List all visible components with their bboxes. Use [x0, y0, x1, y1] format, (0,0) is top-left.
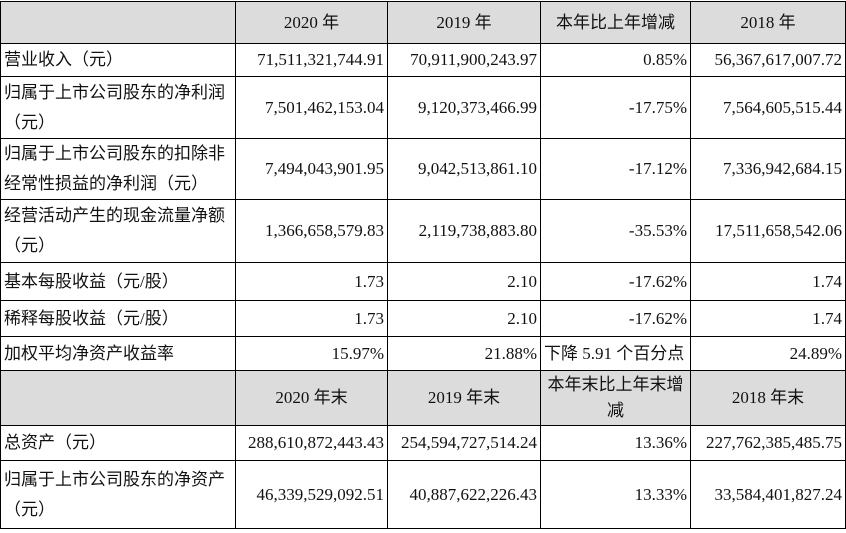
row-label: 稀释每股收益（元/股）: [0, 300, 236, 337]
header-cell: 2020 年: [235, 1, 388, 44]
value-cell: 1.73: [235, 262, 388, 301]
row-label: 经营活动产生的现金流量净额（元）: [0, 199, 236, 263]
header-cell: [0, 1, 236, 44]
value-cell: -17.62%: [540, 262, 691, 301]
value-cell: 9,120,373,466.99: [387, 76, 541, 139]
value-cell: 9,042,513,861.10: [387, 138, 541, 200]
row-label: 营业收入（元）: [0, 43, 236, 77]
data-row: 归属于上市公司股东的净资产（元） 46,339,529,092.51 40,887,…: [0, 460, 846, 529]
value-cell: 288,610,872,443.43: [235, 425, 388, 461]
value-cell: 1.73: [235, 300, 388, 337]
value-cell: 40,887,622,226.43: [387, 460, 541, 529]
value-cell: 1,366,658,579.83: [235, 199, 388, 263]
header-cell: 2019 年末: [387, 370, 541, 426]
value-cell: 2,119,738,883.80: [387, 199, 541, 263]
value-cell: 7,494,043,901.95: [235, 138, 388, 200]
value-cell: 1.74: [690, 262, 846, 301]
data-row: 基本每股收益（元/股） 1.73 2.10 -17.62% 1.74: [0, 262, 846, 301]
row-label: 归属于上市公司股东的净利润（元）: [0, 76, 236, 139]
value-cell: 1.74: [690, 300, 846, 337]
value-cell: 7,501,462,153.04: [235, 76, 388, 139]
value-cell: 下降 5.91 个百分点: [540, 336, 691, 371]
data-row: 营业收入（元） 71,511,321,744.91 70,911,900,243.9…: [0, 43, 846, 77]
row-label: 归属于上市公司股东的净资产（元）: [0, 460, 236, 529]
header-cell: [0, 370, 236, 426]
row-label: 加权平均净资产收益率: [0, 336, 236, 371]
value-cell: 7,564,605,515.44: [690, 76, 846, 139]
header-cell: 本年末比上年末增减: [540, 370, 691, 426]
value-cell: -35.53%: [540, 199, 691, 263]
header-cell: 2019 年: [387, 1, 541, 44]
data-row: 归属于上市公司股东的扣除非经常性损益的净利润（元） 7,494,043,901.9…: [0, 138, 846, 200]
value-cell: -17.12%: [540, 138, 691, 200]
row-label: 归属于上市公司股东的扣除非经常性损益的净利润（元）: [0, 138, 236, 200]
value-cell: 13.33%: [540, 460, 691, 529]
header-cell: 2020 年末: [235, 370, 388, 426]
value-cell: 46,339,529,092.51: [235, 460, 388, 529]
value-cell: -17.62%: [540, 300, 691, 337]
value-cell: 0.85%: [540, 43, 691, 77]
header-cell: 本年比上年增减: [540, 1, 691, 44]
header-row: 2020 年末 2019 年末 本年末比上年末增减 2018 年末: [0, 370, 846, 426]
value-cell: 7,336,942,684.15: [690, 138, 846, 200]
value-cell: 254,594,727,514.24: [387, 425, 541, 461]
value-cell: 2.10: [387, 300, 541, 337]
header-cell: 2018 年: [690, 1, 846, 44]
value-cell: 33,584,401,827.24: [690, 460, 846, 529]
value-cell: 13.36%: [540, 425, 691, 461]
value-cell: 71,511,321,744.91: [235, 43, 388, 77]
value-cell: 15.97%: [235, 336, 388, 371]
header-row: 2020 年 2019 年本年比上年增减 2018 年: [0, 1, 846, 44]
data-row: 经营活动产生的现金流量净额（元） 1,366,658,579.83 2,119,73…: [0, 199, 846, 263]
header-cell: 2018 年末: [690, 370, 846, 426]
data-row: 总资产（元） 288,610,872,443.43 254,594,727,514.…: [0, 425, 846, 461]
value-cell: 227,762,385,485.75: [690, 425, 846, 461]
value-cell: -17.75%: [540, 76, 691, 139]
value-cell: 70,911,900,243.97: [387, 43, 541, 77]
value-cell: 2.10: [387, 262, 541, 301]
data-row: 稀释每股收益（元/股） 1.73 2.10 -17.62% 1.74: [0, 300, 846, 337]
row-label: 总资产（元）: [0, 425, 236, 461]
value-cell: 21.88%: [387, 336, 541, 371]
value-cell: 17,511,658,542.06: [690, 199, 846, 263]
data-row: 加权平均净资产收益率 15.97% 21.88% 下降 5.91 个百分点 24.89%: [0, 336, 846, 371]
row-label: 基本每股收益（元/股）: [0, 262, 236, 301]
value-cell: 56,367,617,007.72: [690, 43, 846, 77]
value-cell: 24.89%: [690, 336, 846, 371]
data-row: 归属于上市公司股东的净利润（元） 7,501,462,153.04 9,120,37…: [0, 76, 846, 139]
